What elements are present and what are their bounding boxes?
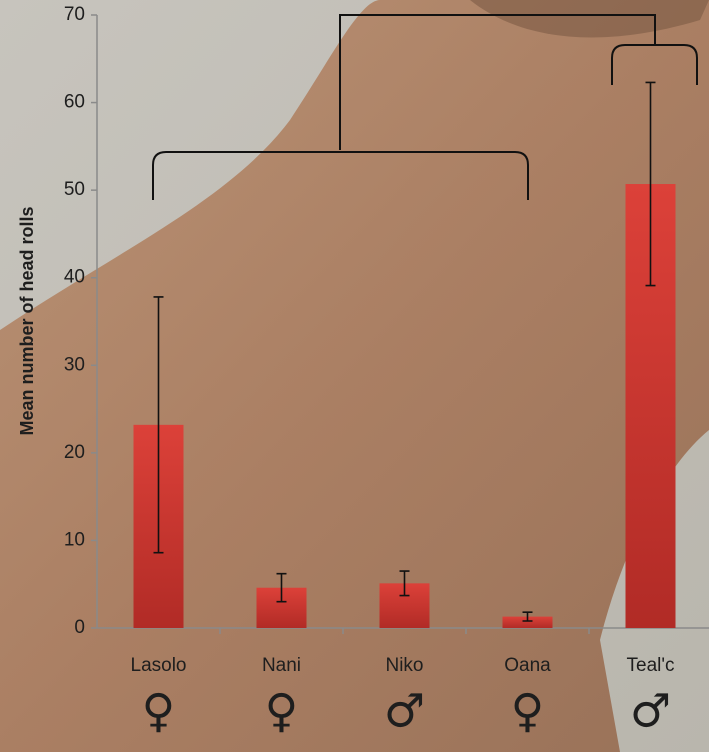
- sex-symbol: ♀: [511, 684, 545, 738]
- bracket: [339, 14, 656, 150]
- bracket: [152, 151, 529, 200]
- sex-symbol: ♂: [630, 684, 671, 738]
- y-tick-label: 60: [64, 92, 85, 113]
- y-tick-label: 30: [64, 354, 85, 375]
- sex-symbol: ♂: [384, 684, 425, 738]
- x-tick-label: Lasolo: [131, 655, 187, 676]
- y-tick-label: 20: [64, 442, 85, 463]
- x-tick-label: Nani: [262, 655, 301, 676]
- background-photo: [470, 0, 709, 38]
- error-bar: [153, 296, 164, 554]
- error-bar: [522, 611, 533, 622]
- y-tick-label: 0: [74, 617, 85, 638]
- x-tick-label: Niko: [385, 655, 423, 676]
- y-axis-title: Mean number of head rolls: [17, 206, 37, 435]
- bracket: [611, 44, 698, 85]
- sex-symbol: ♀: [142, 684, 176, 738]
- error-bar: [399, 570, 410, 597]
- significance-brackets: [152, 14, 698, 200]
- sex-symbol: ♀: [265, 684, 299, 738]
- y-tick-label: 10: [64, 529, 85, 550]
- y-tick-label: 70: [64, 4, 85, 25]
- error-bar: [645, 81, 656, 287]
- y-tick-label: 40: [64, 267, 85, 288]
- x-tick-label: Oana: [504, 655, 551, 676]
- bar: [502, 616, 553, 628]
- error-bar: [276, 572, 287, 603]
- x-tick-label: Teal'c: [627, 655, 675, 676]
- y-tick-label: 50: [64, 179, 85, 200]
